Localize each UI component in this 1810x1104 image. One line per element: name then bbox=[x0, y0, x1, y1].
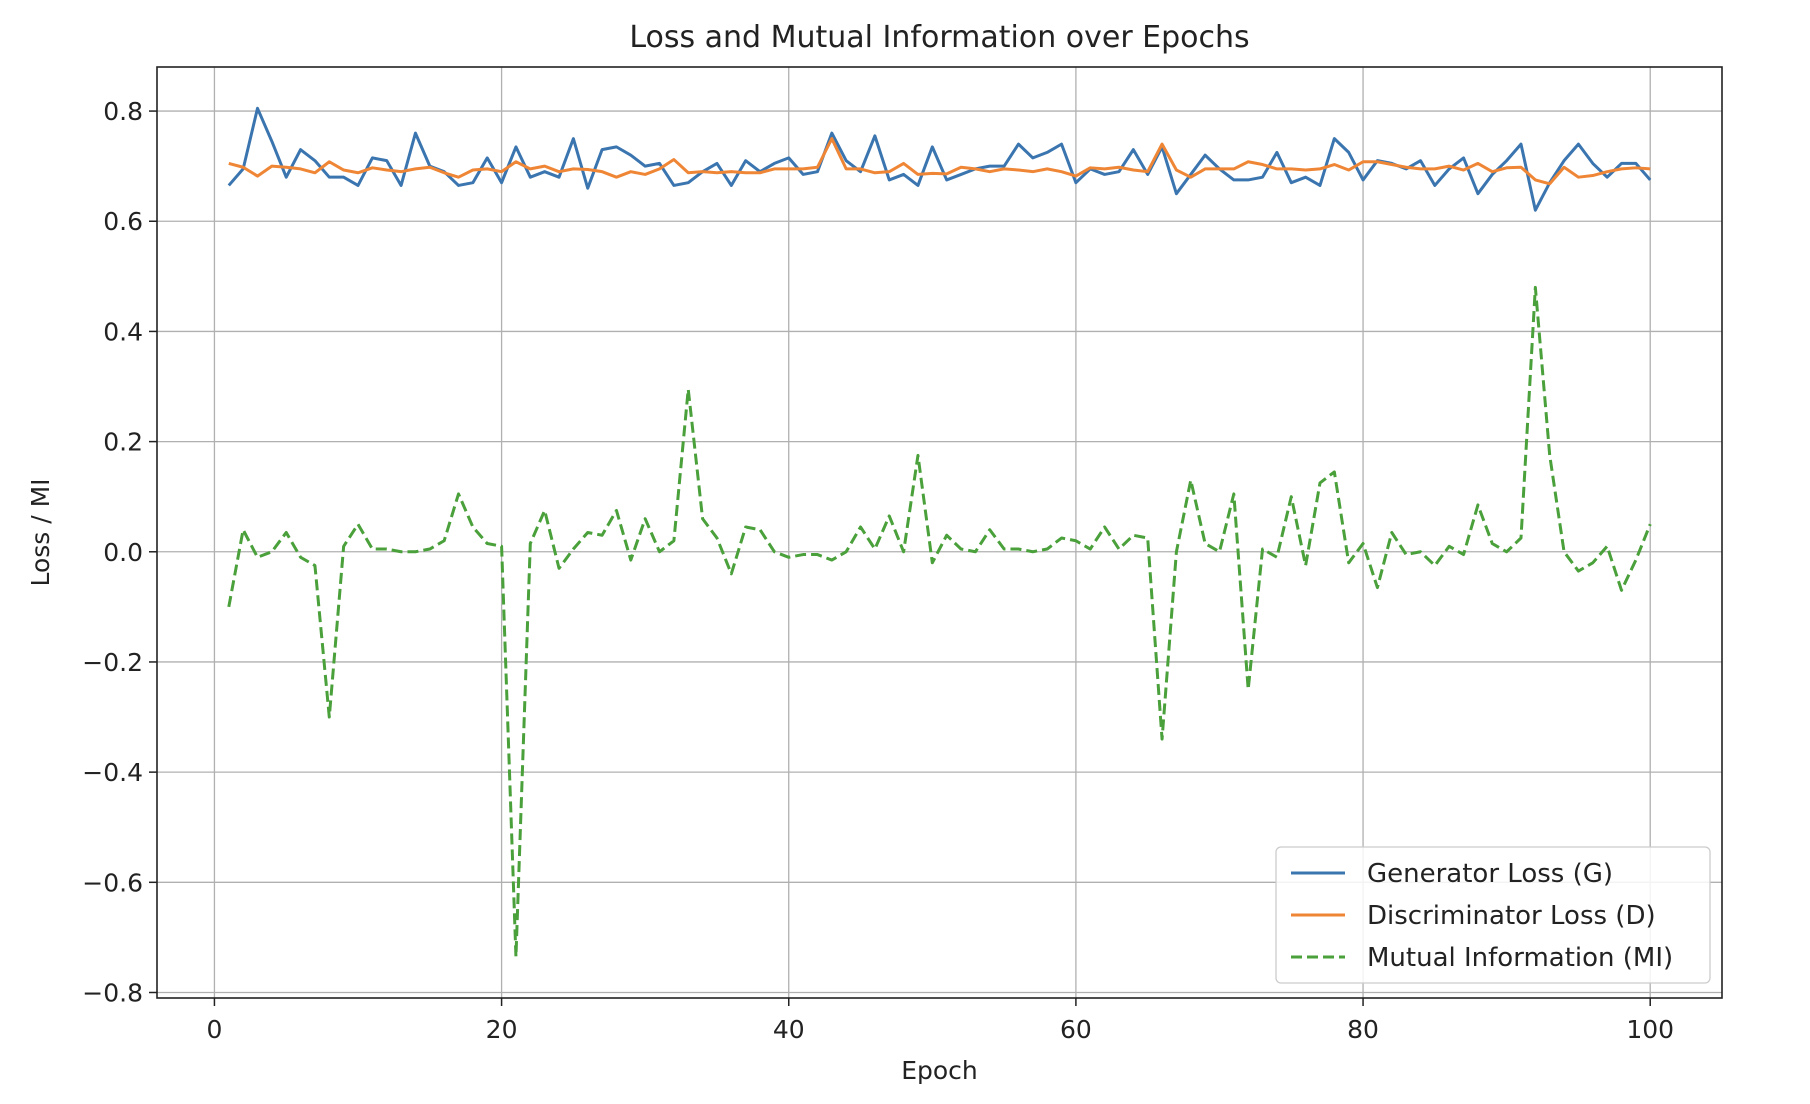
plot-frame bbox=[156, 66, 1723, 999]
y-tick-label: 0.6 bbox=[103, 207, 143, 236]
x-tick-label: 60 bbox=[1060, 1015, 1092, 1044]
series-line bbox=[228, 137, 1651, 186]
y-tick-label: 0.8 bbox=[103, 97, 143, 126]
legend: Generator Loss (G) Discriminator Loss (D)… bbox=[1275, 846, 1711, 984]
legend-label: Generator Loss (G) bbox=[1367, 859, 1613, 889]
chart-title: Loss and Mutual Information over Epochs bbox=[629, 20, 1249, 55]
axis-ticks: 0 20 40 60 80 100 −0.8 −0.6 −0.4 −0.2 0.0 0.2 0.4 0.6… bbox=[82, 97, 1674, 1044]
x-tick-label: 0 bbox=[206, 1015, 222, 1044]
y-tick-label: 0.0 bbox=[103, 538, 143, 567]
series-2 bbox=[228, 137, 1651, 186]
y-tick-label: −0.8 bbox=[82, 978, 143, 1007]
series-1 bbox=[227, 106, 1652, 212]
y-tick-label: 0.4 bbox=[103, 317, 143, 346]
y-tick-label: −0.4 bbox=[82, 758, 143, 787]
y-axis-label: Loss / MI bbox=[26, 478, 55, 586]
series-3 bbox=[227, 285, 1652, 959]
y-tick-label: −0.6 bbox=[82, 868, 143, 897]
legend-label: Mutual Information (MI) bbox=[1367, 943, 1673, 973]
x-axis-label: Epoch bbox=[901, 1056, 978, 1085]
legend-label: Discriminator Loss (D) bbox=[1367, 901, 1656, 931]
x-tick-label: 20 bbox=[486, 1015, 518, 1044]
series-lines bbox=[227, 106, 1652, 959]
series-line bbox=[227, 106, 1652, 212]
y-tick-label: 0.2 bbox=[103, 428, 143, 457]
x-tick-label: 40 bbox=[773, 1015, 805, 1044]
x-tick-label: 100 bbox=[1626, 1015, 1674, 1044]
y-tick-label: −0.2 bbox=[82, 648, 143, 677]
series-line bbox=[227, 285, 1652, 959]
legend-box bbox=[1275, 846, 1711, 984]
x-tick-label: 80 bbox=[1347, 1015, 1379, 1044]
